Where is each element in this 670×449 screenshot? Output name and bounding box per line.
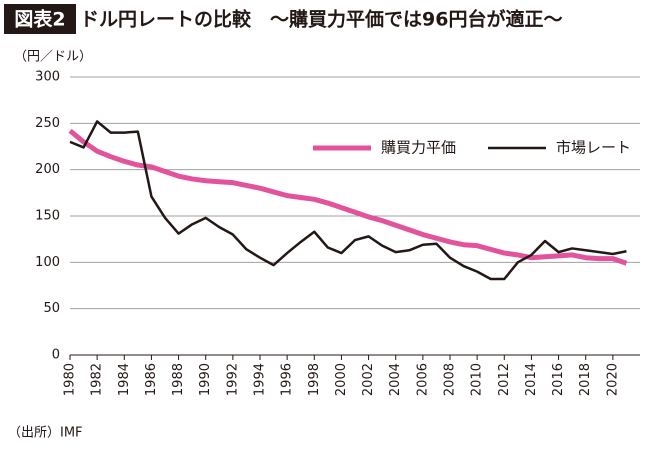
x-tick-label: 2000 [334, 363, 349, 396]
x-tick-label: 2016 [551, 363, 566, 396]
x-tick-label: 2002 [361, 363, 376, 396]
x-tick-label: 2008 [443, 363, 458, 396]
x-tick-label: 2006 [415, 363, 430, 396]
x-tick-label: 1996 [280, 363, 295, 396]
y-tick-label: 150 [35, 209, 60, 224]
y-tick-label: 300 [35, 70, 60, 85]
x-tick-label: 2004 [388, 363, 403, 396]
plot-area: 0 50 100 150 200 250 300 1980 1982 1984 1986 1988 19… [35, 70, 640, 396]
x-tick-label: 1992 [225, 363, 240, 396]
x-tick-label: 2020 [605, 363, 620, 396]
legend-label: 市場レート [556, 139, 631, 157]
source: （出所）IMF [8, 426, 83, 441]
series-line [68, 128, 628, 266]
x-tick-label: 2012 [497, 363, 512, 396]
x-tick-label: 1980 [63, 363, 78, 396]
x-tick-label: 2018 [578, 363, 593, 396]
chart-title: ドル円レートの比較 〜購買力平価では96円台が適正〜 [80, 8, 562, 31]
x-tick-label: 1990 [198, 363, 213, 396]
y-tick-label: 250 [35, 116, 60, 131]
y-tick-label: 0 [52, 348, 60, 363]
x-tick-label: 2014 [524, 363, 539, 396]
y-axis-label: （円／ドル） [14, 50, 92, 65]
x-tick-label: 1994 [253, 363, 268, 396]
x-tick-label: 1982 [90, 363, 105, 396]
y-tick-label: 100 [35, 255, 60, 270]
y-tick-label: 50 [43, 301, 60, 316]
x-tick-label: 1984 [117, 363, 132, 396]
title-label-box [4, 4, 76, 34]
y-tick-label: 200 [35, 162, 60, 177]
x-tick-label: 1988 [171, 363, 186, 396]
x-tick-label: 1998 [307, 363, 322, 396]
x-tick-label: 1986 [144, 363, 159, 396]
x-tick-label: 2010 [470, 363, 485, 396]
title-label: 図表2 [14, 8, 65, 31]
legend-label: 購買力平価 [381, 139, 456, 157]
series-line [69, 120, 627, 281]
